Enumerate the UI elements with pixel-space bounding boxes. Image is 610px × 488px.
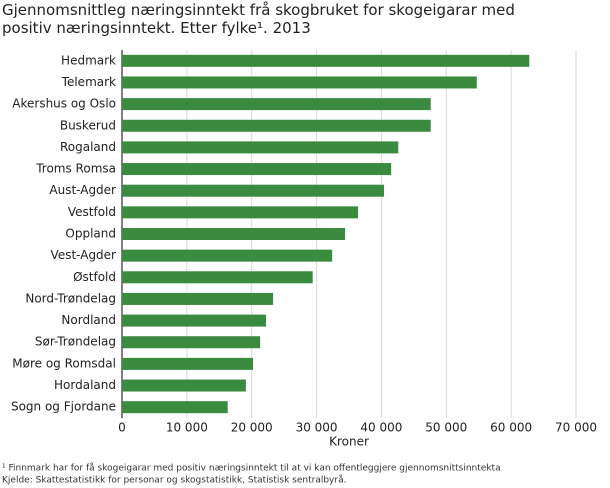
bar <box>122 401 228 414</box>
bar <box>122 119 431 132</box>
y-tick-label: Buskerud <box>60 118 116 132</box>
bar <box>122 271 313 284</box>
y-tick-label: Møre og Romsdal <box>12 356 116 370</box>
x-tick-label: 0 <box>118 421 126 435</box>
x-tick-label: 20 000 <box>231 421 273 435</box>
x-axis-label: Kroner <box>329 435 369 449</box>
source: Kjelde: Skattestatistikk for personar og… <box>2 475 346 486</box>
chart-title: Gjennomsnittleg næringsinntekt frå skogb… <box>2 1 515 37</box>
bar <box>122 54 530 67</box>
y-tick-label: Sogn og Fjordane <box>11 400 116 414</box>
x-tick-label: 60 000 <box>490 421 532 435</box>
y-tick-label: Østfold <box>73 270 116 284</box>
y-tick-label: Vest-Agder <box>51 248 117 262</box>
bar <box>122 249 333 262</box>
y-tick-label: Hedmark <box>61 53 116 67</box>
bar <box>122 141 399 154</box>
y-tick-label: Hordaland <box>54 378 116 392</box>
bar <box>122 357 254 370</box>
bar <box>122 184 385 197</box>
bar <box>122 163 392 176</box>
bar <box>122 379 246 392</box>
y-tick-label: Aust-Agder <box>49 183 116 197</box>
x-tick-label: 30 000 <box>296 421 338 435</box>
bar <box>122 98 431 111</box>
x-tick-label: 40 000 <box>360 421 402 435</box>
footnote: ¹ Finnmark har for få skogeigarar med po… <box>2 463 501 474</box>
bar <box>122 76 477 89</box>
y-tick-label: Troms Romsa <box>35 162 116 176</box>
x-tick-label: 10 000 <box>166 421 208 435</box>
y-tick-label: Vestfold <box>68 205 116 219</box>
y-tick-label: Nord-Trøndelag <box>25 291 116 305</box>
bar <box>122 206 359 219</box>
bar <box>122 228 346 240</box>
y-tick-label: Rogaland <box>60 140 116 154</box>
bar <box>122 314 266 327</box>
y-tick-label: Telemark <box>61 75 116 89</box>
y-tick-label: Sør-Trøndelag <box>35 335 116 349</box>
bar <box>122 336 261 349</box>
x-tick-label: 70 000 <box>555 421 597 435</box>
y-tick-label: Nordland <box>61 313 116 327</box>
bar <box>122 292 274 305</box>
y-tick-label: Akershus og Oslo <box>12 97 116 111</box>
x-tick-label: 50 000 <box>425 421 467 435</box>
y-tick-label: Oppland <box>65 227 116 241</box>
